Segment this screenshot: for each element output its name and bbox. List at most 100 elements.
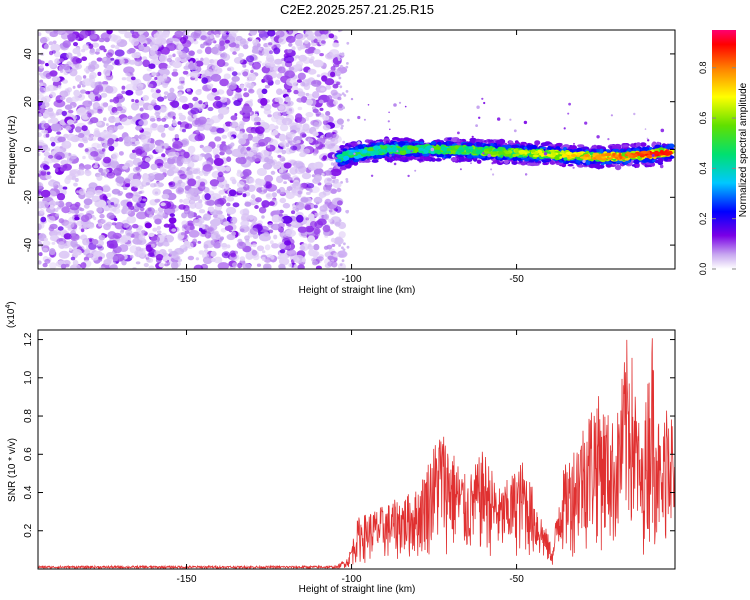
noise-cell xyxy=(295,113,303,121)
noise-cell xyxy=(82,75,87,79)
noise-cell xyxy=(252,143,257,147)
signal-cell xyxy=(585,160,591,166)
noise-cell xyxy=(277,217,284,224)
noise-cell xyxy=(125,83,137,92)
noise-cell xyxy=(98,81,102,85)
noise-cell xyxy=(140,112,150,120)
noise-cell xyxy=(293,264,298,269)
noise-cell xyxy=(195,257,200,261)
noise-cell xyxy=(117,125,124,130)
noise-cell xyxy=(234,93,242,99)
noise-cell xyxy=(277,256,282,260)
noise-cell xyxy=(52,40,57,45)
noise-cell xyxy=(312,59,324,68)
noise-cell xyxy=(150,243,155,248)
noise-cell xyxy=(316,74,321,78)
noise-cell xyxy=(196,49,203,54)
noise-cell xyxy=(342,140,346,144)
noise-cell xyxy=(307,138,314,144)
noise-cell xyxy=(70,135,80,143)
noise-cell xyxy=(90,30,96,35)
noise-cell xyxy=(246,55,255,63)
noise-cell xyxy=(50,141,56,147)
noise-cell xyxy=(78,166,85,171)
noise-cell xyxy=(96,207,103,213)
noise-cell xyxy=(262,204,266,208)
noise-cell xyxy=(228,189,237,197)
noise-cell xyxy=(330,71,336,78)
noise-cell xyxy=(236,181,245,188)
noise-cell xyxy=(313,228,320,235)
noise-cell xyxy=(223,73,231,80)
noise-cell xyxy=(192,219,203,227)
noise-cell xyxy=(38,222,45,229)
noise-cell xyxy=(98,234,106,241)
noise-cell xyxy=(256,121,261,126)
noise-cell xyxy=(180,232,186,236)
noise-cell xyxy=(100,92,108,98)
noise-cell xyxy=(204,200,212,206)
noise-cell xyxy=(75,75,82,82)
noise-cell xyxy=(288,263,293,268)
signal-cell xyxy=(448,141,455,145)
noise-cell xyxy=(170,261,179,269)
noise-cell xyxy=(110,205,116,211)
noise-cell xyxy=(83,164,92,170)
signal-cell xyxy=(604,161,613,165)
noise-cell xyxy=(207,83,214,89)
noise-cell xyxy=(118,137,124,142)
noise-cell xyxy=(296,79,302,83)
noise-cell xyxy=(264,244,271,251)
noise-cell xyxy=(257,30,265,34)
noise-cell xyxy=(261,215,265,219)
noise-cell xyxy=(323,170,332,176)
noise-cell xyxy=(261,88,268,95)
noise-cell xyxy=(240,122,244,126)
noise-cell xyxy=(249,30,258,36)
noise-cell xyxy=(338,219,342,223)
noise-cell xyxy=(278,104,289,113)
noise-cell xyxy=(168,54,173,59)
noise-cell xyxy=(180,36,187,44)
noise-cell xyxy=(346,118,350,122)
noise-cell xyxy=(49,204,55,210)
noise-cell xyxy=(149,123,159,131)
noise-cell xyxy=(286,131,296,138)
noise-cell xyxy=(94,86,104,93)
noise-cell xyxy=(343,242,346,246)
noise-cell xyxy=(239,228,245,233)
noise-cell xyxy=(184,123,193,129)
signal-cell xyxy=(339,166,347,170)
noise-cell xyxy=(96,143,103,149)
noise-cell xyxy=(317,218,327,226)
noise-cell xyxy=(312,80,317,85)
noise-cell xyxy=(154,209,158,214)
noise-cell xyxy=(136,211,147,220)
noise-cell xyxy=(121,90,126,95)
noise-cell xyxy=(90,151,99,157)
noise-cell xyxy=(58,185,63,190)
noise-cell xyxy=(109,99,114,103)
noise-cell xyxy=(330,168,342,177)
noise-cell xyxy=(163,242,170,247)
noise-cell xyxy=(183,151,190,159)
noise-cell xyxy=(172,140,183,149)
noise-cell xyxy=(251,249,258,256)
noise-cell xyxy=(80,228,85,233)
noise-cell xyxy=(62,63,70,71)
noise-cell xyxy=(279,123,289,132)
noise-cell xyxy=(38,190,42,196)
noise-cell xyxy=(179,114,186,121)
noise-cell xyxy=(174,136,180,141)
noise-cell xyxy=(204,193,211,201)
signal-cell xyxy=(388,157,394,163)
noise-cell xyxy=(95,51,100,55)
noise-cell xyxy=(255,197,262,203)
noise-cell xyxy=(248,73,256,82)
noise-cell xyxy=(110,202,115,206)
noise-cell xyxy=(144,222,152,229)
noise-cell xyxy=(301,172,312,180)
noise-cell xyxy=(279,197,287,204)
noise-cell xyxy=(156,51,162,56)
